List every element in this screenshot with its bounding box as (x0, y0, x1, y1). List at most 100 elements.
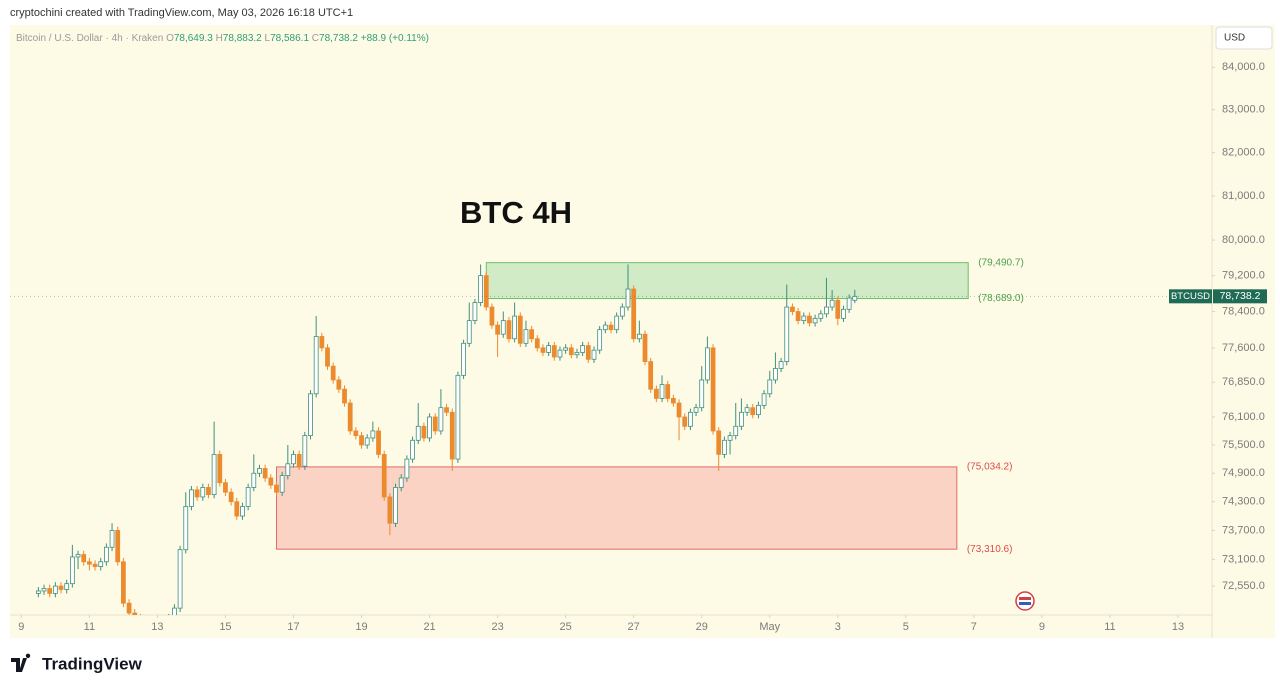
candle-body (602, 324, 608, 331)
candle-body (35, 590, 41, 594)
x-tick-label: 13 (151, 621, 163, 633)
candle-body (404, 458, 410, 479)
candle-body (739, 411, 744, 427)
candle-body (795, 311, 801, 322)
candle-body (676, 402, 682, 418)
symbol-tag (1169, 289, 1212, 304)
candle-body (69, 556, 75, 585)
candle-body (189, 489, 194, 507)
candle-body (228, 491, 234, 503)
candle-body (262, 468, 268, 479)
logo-mark (11, 653, 31, 672)
news-icon (1015, 591, 1035, 611)
candle-body (64, 583, 70, 590)
candle-body (557, 349, 563, 358)
candle-body (268, 477, 274, 486)
candle-body (359, 435, 364, 446)
currency-label: USD (1224, 33, 1245, 44)
candle-body (211, 453, 217, 495)
candle-body (767, 379, 773, 395)
legend-key: H (216, 33, 223, 44)
zone-label: (73,310.6) (967, 544, 1013, 555)
candle-body (551, 345, 557, 358)
candle-body (121, 561, 126, 604)
x-tick-label: 21 (423, 621, 435, 633)
candle-body (818, 313, 824, 319)
candle-body (285, 463, 291, 477)
candle-body (750, 407, 756, 416)
candle-body (115, 530, 121, 563)
candle-body (744, 407, 750, 413)
candle-body (438, 407, 444, 432)
icon-ring (1015, 591, 1035, 611)
y-tick-label: 74,900.0 (1222, 467, 1265, 479)
legend-key: O (166, 33, 174, 44)
candle-body (625, 288, 631, 308)
candle-body (563, 347, 569, 351)
candle-body (495, 324, 500, 335)
candle-body (92, 563, 98, 568)
candle-body (449, 411, 455, 460)
candle-body (109, 530, 115, 548)
annotation: BTC 4H (460, 195, 572, 230)
legend-symbol: Bitcoin / U.S. Dollar · 4h · Kraken (16, 33, 163, 44)
candle-body (841, 308, 846, 319)
currency-button[interactable] (1215, 26, 1273, 50)
candle-body (614, 315, 620, 331)
y-tick-label: 75,500.0 (1222, 439, 1265, 451)
y-tick-label: 81,000.0 (1222, 190, 1265, 202)
footer-logo: TradingView (11, 653, 143, 673)
candle-body (705, 347, 710, 381)
x-tick-label: May (759, 621, 780, 633)
x-tick-label: 7 (971, 621, 977, 633)
candle-body (472, 302, 478, 322)
legend-value: 78,586.1 (270, 33, 309, 44)
candle-body (682, 416, 688, 427)
candle-body (240, 506, 245, 517)
candle-body (659, 384, 665, 399)
candle-body (104, 546, 109, 563)
candle-body (398, 477, 404, 488)
candle-body (807, 315, 812, 324)
y-tick-label: 73,700.0 (1222, 524, 1265, 536)
x-tick-label: 15 (219, 621, 231, 633)
symbol-tag-label: BTCUSD (1171, 291, 1210, 302)
legend-value: 78,738.2 (319, 33, 358, 44)
plot (35, 262, 969, 615)
candle-body (234, 501, 240, 517)
candle-body (81, 554, 87, 563)
candle-body (302, 435, 308, 467)
candle-body (506, 320, 512, 340)
candle-body (381, 453, 387, 498)
candle-body (257, 468, 262, 474)
candle-body (710, 347, 716, 432)
candle-body (653, 388, 659, 399)
candle-body (523, 329, 529, 344)
candle-body (387, 496, 393, 524)
candle-body (410, 439, 415, 460)
candle-body (801, 315, 807, 322)
candle-body (540, 347, 546, 353)
candle-body (325, 347, 330, 367)
candle-body (217, 453, 223, 484)
candle-body (206, 487, 211, 495)
x-tick-label: 9 (18, 621, 24, 633)
y-tick-label: 78,400.0 (1222, 305, 1265, 317)
brand: TradingView (42, 654, 143, 673)
candle-body (517, 315, 523, 344)
candle-body (347, 402, 353, 432)
legend-key: C (312, 33, 319, 44)
x-tick-label: 11 (1104, 621, 1115, 633)
candle-body (251, 472, 257, 488)
x-tick-label: 9 (1039, 621, 1045, 633)
candle-body (756, 404, 761, 416)
candle-body (716, 430, 722, 455)
legend-change: +88.9 (+0.11%) (361, 33, 429, 44)
y-tick-label: 82,000.0 (1222, 147, 1265, 159)
zone-label: (79,490.7) (978, 257, 1024, 268)
candle-body (597, 329, 603, 351)
candle-body (546, 345, 552, 353)
attribution: cryptochini created with TradingView.com… (10, 7, 353, 19)
